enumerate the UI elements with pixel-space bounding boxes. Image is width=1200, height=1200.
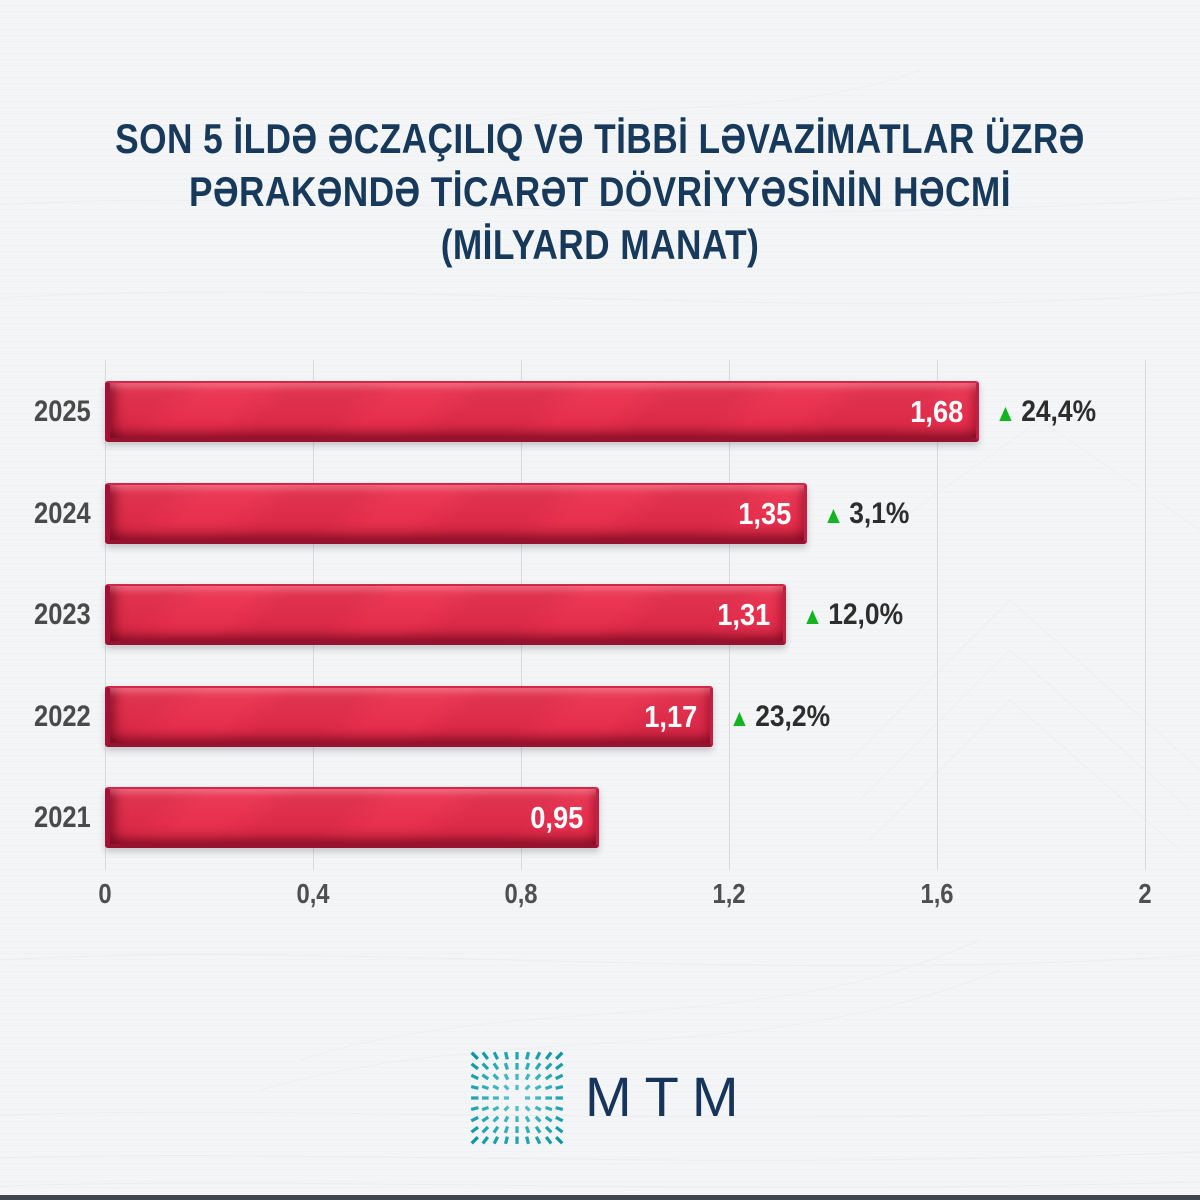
gridline bbox=[1145, 360, 1146, 870]
year-label: 2023 bbox=[34, 598, 91, 631]
bar-2024: 1,35 bbox=[105, 482, 807, 544]
change-label: ▲ 24,4% bbox=[995, 381, 1096, 444]
change-percent-text: 24,4% bbox=[1021, 395, 1097, 428]
bar-chart: 2025 1,68 ▲ 24,4% 2024 1,35 ▲ 3,1% 2023 1,31 ▲ 12,0… bbox=[34, 360, 1152, 909]
axis-tick-label: 0 bbox=[98, 878, 112, 909]
title-line-1: SON 5 İLDƏ ƏCZAÇILIQ VƏ TİBBİ LƏVAZİMATL… bbox=[115, 115, 1085, 162]
bar-value-label: 1,68 bbox=[909, 394, 963, 429]
bar-value-label: 1,35 bbox=[737, 495, 791, 531]
bar-row-2021: 2021 0,95 bbox=[34, 787, 1145, 848]
bar-value-label: 1,17 bbox=[643, 698, 697, 734]
bar-row-2024: 2024 1,35 ▲ 3,1% bbox=[34, 482, 1145, 546]
footer: MTM bbox=[0, 1040, 1200, 1160]
bar-row-2023: 2023 1,31 ▲ 12,0% bbox=[34, 584, 1145, 647]
axis-tick-label: 2 bbox=[1138, 878, 1152, 909]
year-label: 2022 bbox=[34, 699, 91, 733]
change-percent-text: 23,2% bbox=[755, 699, 831, 733]
axis-tick-label: 0,4 bbox=[296, 878, 330, 909]
title-line-3: (MİLYARD MANAT) bbox=[440, 221, 760, 268]
title-line-2: PƏRAKƏNDƏ TİCARƏT DÖVRİYYƏSİNİN HƏCMİ bbox=[189, 168, 1011, 215]
increase-triangle-icon: ▲ bbox=[995, 400, 1016, 427]
change-label: ▲ 12,0% bbox=[802, 584, 903, 647]
increase-triangle-icon: ▲ bbox=[802, 603, 823, 630]
change-label: ▲ 23,2% bbox=[729, 686, 830, 749]
bottom-accent-strip bbox=[0, 1195, 1200, 1200]
change-percent-text: 3,1% bbox=[849, 496, 910, 530]
year-label: 2025 bbox=[34, 395, 91, 428]
year-label: 2021 bbox=[34, 801, 91, 834]
axis-tick-label: 1,2 bbox=[712, 878, 746, 909]
bar-value-label: 0,95 bbox=[529, 800, 583, 835]
change-label: ▲ 3,1% bbox=[823, 483, 909, 546]
bar-row-2022: 2022 1,17 ▲ 23,2% bbox=[34, 685, 1145, 749]
year-label: 2024 bbox=[34, 496, 91, 530]
bar-2023: 1,31 bbox=[105, 584, 786, 645]
increase-triangle-icon: ▲ bbox=[729, 704, 750, 732]
gridline bbox=[937, 360, 938, 870]
mtm-logo-icon bbox=[470, 1051, 564, 1145]
bar-2025: 1,68 bbox=[105, 381, 979, 442]
change-percent-text: 12,0% bbox=[828, 598, 904, 631]
bar-2022: 1,17 bbox=[105, 685, 713, 747]
axis-tick-label: 0,8 bbox=[504, 878, 538, 909]
bar-value-label: 1,31 bbox=[716, 597, 770, 632]
mtm-logo-text: MTM bbox=[585, 1065, 752, 1128]
axis-tick-label: 1,6 bbox=[920, 878, 954, 909]
chart-title: SON 5 İLDƏ ƏCZAÇILIQ VƏ TİBBİ LƏVAZİMATL… bbox=[96, 112, 1104, 271]
bar-2021: 0,95 bbox=[105, 787, 599, 848]
bar-row-2025: 2025 1,68 ▲ 24,4% bbox=[34, 381, 1145, 444]
increase-triangle-icon: ▲ bbox=[823, 501, 844, 529]
